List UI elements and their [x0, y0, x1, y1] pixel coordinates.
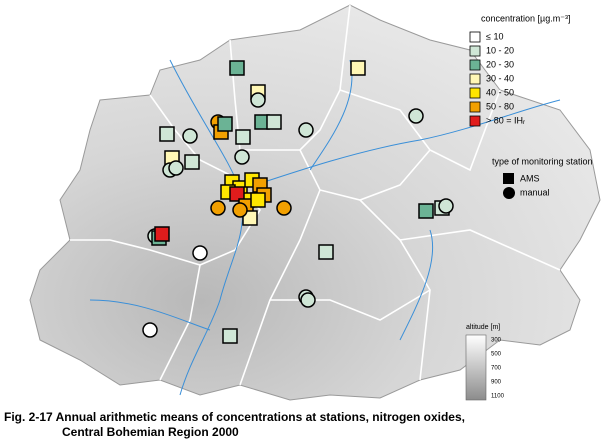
legend-swatch [469, 59, 481, 71]
caption-line: Fig. 2-17 Annual arithmetic means of con… [4, 410, 465, 424]
legend-swatch [469, 115, 481, 127]
legend-swatch [469, 31, 481, 43]
manual-symbol [503, 187, 515, 199]
manual-station [192, 245, 208, 261]
ams-station [266, 114, 282, 130]
manual-station [276, 200, 292, 216]
ams-station [154, 226, 170, 242]
legend-label: 40 - 50 [486, 87, 514, 97]
ams-station [184, 154, 200, 170]
altitude-tick-label: 700 [491, 366, 502, 372]
legend-title: concentration [µg.m⁻³] [481, 13, 570, 23]
legend-label: 50 - 80 [486, 101, 514, 111]
ams-station [222, 328, 238, 344]
station-markers [142, 60, 454, 344]
ams-station [350, 60, 366, 76]
ams-station [250, 192, 266, 208]
manual-station [300, 292, 316, 308]
manual-station [210, 200, 226, 216]
caption-line: Central Bohemian Region 2000 [62, 425, 239, 439]
legend-swatch [469, 45, 481, 57]
legend-label: > 80 = IHᵣ [486, 115, 525, 125]
ams-station [235, 129, 251, 145]
ams-station [418, 203, 434, 219]
ams-station [318, 244, 334, 260]
legend: concentration [µg.m⁻³] type of monitorin… [469, 13, 593, 199]
legend-label: AMS [520, 173, 540, 183]
altitude-scale: altitude [m] 300 500 700 900 1100 [465, 324, 505, 401]
manual-station [438, 198, 454, 214]
ams-symbol [503, 173, 514, 184]
altitude-tick-label: 900 [491, 380, 502, 386]
manual-station [408, 108, 424, 124]
manual-station [168, 160, 184, 176]
altitude-title: altitude [m] [466, 324, 500, 331]
ams-station [242, 210, 258, 226]
manual-station [298, 122, 314, 138]
legend-swatch [469, 73, 481, 85]
legend-label: 10 - 20 [486, 45, 514, 55]
altitude-tick-label: 300 [491, 338, 502, 344]
altitude-bar [465, 334, 487, 401]
manual-station [234, 149, 250, 165]
legend-swatch [469, 101, 481, 113]
ams-station [159, 126, 175, 142]
legend-label: 30 - 40 [486, 73, 514, 83]
legend-swatch [469, 87, 481, 99]
ams-station [229, 186, 245, 202]
manual-station [250, 92, 266, 108]
altitude-tick-label: 500 [491, 352, 502, 358]
manual-station [182, 128, 198, 144]
ams-station [217, 116, 233, 132]
legend-label: 20 - 30 [486, 59, 514, 69]
region [29, 4, 601, 401]
altitude-tick-label: 1100 [491, 394, 505, 400]
legend-label: ≤ 10 [486, 31, 503, 41]
station-title: type of monitoring station [492, 156, 593, 166]
ams-station [229, 60, 245, 76]
legend-label: manual [520, 187, 550, 197]
manual-station [232, 202, 248, 218]
manual-station [142, 322, 158, 338]
